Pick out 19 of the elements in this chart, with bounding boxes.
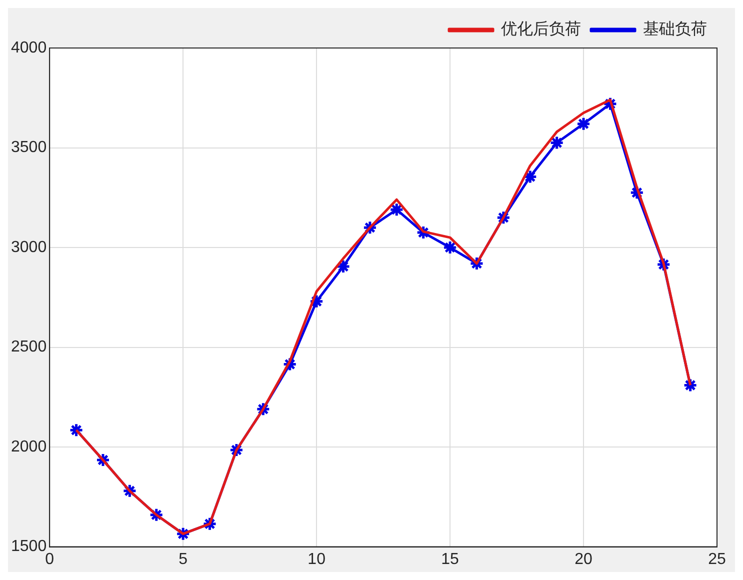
x-tick-label: 5 (178, 550, 188, 568)
x-tick-label: 15 (441, 550, 460, 568)
y-tick-label: 3500 (11, 139, 47, 156)
point (389, 202, 404, 217)
y-tick-label: 2500 (11, 338, 47, 356)
point (336, 259, 351, 274)
point (550, 136, 564, 150)
legend-label: 基础负荷 (643, 19, 707, 38)
point (442, 240, 458, 255)
y-tick-label: 3000 (11, 238, 47, 256)
y-tick-label: 1500 (11, 538, 47, 556)
point (576, 116, 591, 132)
legend-label: 优化后负荷 (501, 19, 581, 38)
x-tick-label: 10 (308, 550, 326, 568)
x-tick-label: 20 (574, 550, 593, 568)
x-tick-label: 0 (45, 550, 54, 568)
y-tick-label: 2000 (11, 438, 47, 456)
x-tick-label: 25 (708, 550, 726, 568)
y-tick-label: 4000 (11, 39, 47, 56)
